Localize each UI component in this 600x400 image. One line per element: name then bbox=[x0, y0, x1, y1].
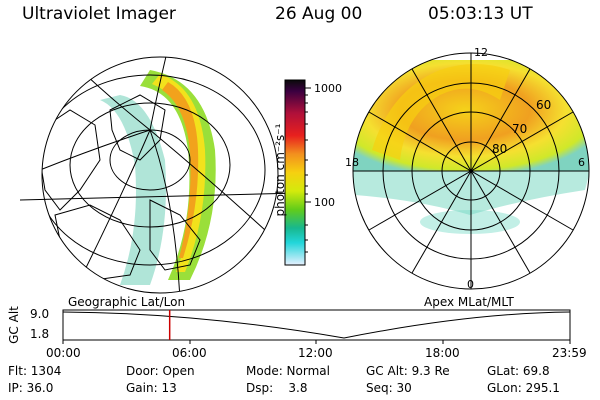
mlat-label-60: 60 bbox=[536, 98, 552, 112]
apex-projection-label: Apex MLat/MLT bbox=[424, 295, 514, 309]
flight-number: Flt: 1304 bbox=[8, 364, 62, 378]
colorbar-tick-100: 100 bbox=[314, 196, 335, 209]
timeline-xtick-1800: 18:00 bbox=[425, 346, 460, 360]
geographic-longitude: GLon: 295.1 bbox=[487, 381, 560, 395]
mlat-label-80: 80 bbox=[492, 142, 508, 156]
timeline-ytick-high: 9.0 bbox=[30, 307, 50, 321]
geographic-globe bbox=[42, 57, 278, 293]
timeline-xtick-0000: 00:00 bbox=[46, 346, 81, 360]
mlat-label-70: 70 bbox=[512, 122, 528, 136]
polar-grid bbox=[352, 52, 590, 290]
globe-limb bbox=[41, 56, 279, 294]
mode-status: Mode: Normal bbox=[246, 364, 330, 378]
colorbar bbox=[284, 79, 306, 266]
door-status: Door: Open bbox=[126, 364, 195, 378]
gain-value: Gain: 13 bbox=[126, 381, 177, 395]
sequence-number: Seq: 30 bbox=[366, 381, 412, 395]
polar-plot bbox=[353, 53, 589, 289]
mlt-label-18: 18 bbox=[345, 156, 359, 169]
dsp-value: Dsp: 3.8 bbox=[246, 381, 308, 395]
instrument-title: Ultraviolet Imager bbox=[22, 4, 176, 24]
colorbar-tick-1000: 1000 bbox=[314, 82, 342, 95]
greenland bbox=[109, 94, 166, 161]
timeline-xtick-1200: 12:00 bbox=[298, 346, 333, 360]
ip-value: IP: 36.0 bbox=[8, 381, 54, 395]
image-time: 05:03:13 UT bbox=[428, 4, 533, 24]
globe-equator-line bbox=[19, 192, 301, 201]
timeline-ytick-low: 1.8 bbox=[30, 327, 50, 341]
altitude-curve bbox=[62, 311, 571, 339]
geographic-latitude: GLat: 69.8 bbox=[487, 364, 550, 378]
image-date: 26 Aug 00 bbox=[275, 4, 363, 24]
mlt-label-6: 6 bbox=[578, 156, 585, 169]
timeline-xtick-2359: 23:59 bbox=[552, 346, 587, 360]
gc-altitude: GC Alt: 9.3 Re bbox=[366, 364, 450, 378]
geographic-projection-label: Geographic Lat/Lon bbox=[68, 295, 186, 309]
mlt-label-0: 0 bbox=[467, 278, 474, 291]
polar-aurora bbox=[353, 60, 589, 171]
colorbar-unit-label: photon cm⁻²s⁻¹ bbox=[273, 123, 287, 217]
timeline-axis-label: GC Alt bbox=[7, 306, 21, 344]
mlt-label-12: 12 bbox=[474, 46, 488, 59]
timeline-xtick-0600: 06:00 bbox=[172, 346, 207, 360]
